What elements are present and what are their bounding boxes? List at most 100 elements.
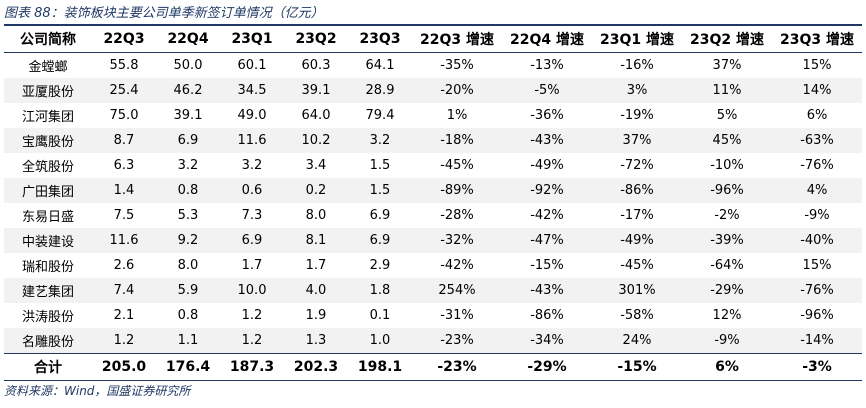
table-row: 中装建设 11.6 9.2 6.9 8.1 6.9 -32% -47% -49% -39% -40%: [4, 228, 862, 253]
value-cell: -17%: [620, 208, 654, 223]
value-cell: 7.5: [113, 208, 135, 223]
value-cell: 11.6: [92, 228, 156, 253]
value-cell: 5.9: [156, 278, 220, 303]
value-cell: 3.2: [348, 128, 412, 153]
header-cell: 23Q3 增速: [772, 24, 862, 53]
value-cell: -13%: [530, 58, 564, 73]
value-cell: 24%: [592, 328, 682, 354]
value-cell: 1.2: [220, 328, 284, 354]
value-cell: -32%: [412, 228, 502, 253]
value-cell: -35%: [440, 58, 474, 73]
value-cell: -49%: [592, 228, 682, 253]
company-cell: 广田集团: [4, 178, 92, 203]
total-cell: -15%: [592, 353, 682, 381]
value-cell: -42%: [440, 258, 474, 273]
value-cell: 75.0: [109, 108, 139, 123]
value-cell: 1.4: [92, 178, 156, 203]
value-cell: -18%: [412, 128, 502, 153]
table-header: 公司简称 22Q3 22Q4 23Q1 23Q2 23Q3 22Q3 增速 22Q4 增速 23…: [4, 24, 862, 53]
header-row: 公司简称 22Q3 22Q4 23Q1 23Q2 23Q3 22Q3 增速 22Q4 增速 23…: [4, 24, 862, 53]
value-cell: 7.4: [92, 278, 156, 303]
value-cell: -92%: [502, 178, 592, 203]
table-row: 宝鹰股份 8.7 6.9 11.6 10.2 3.2 -18% -43% 37% 45% -63%: [4, 128, 862, 153]
value-cell: 49.0: [237, 108, 267, 123]
total-cell: 6%: [682, 353, 772, 381]
total-cell: -29%: [502, 353, 592, 381]
value-cell: -31%: [440, 308, 474, 323]
value-cell: 3%: [592, 78, 682, 103]
value-cell: 5.3: [177, 208, 199, 223]
total-cell: 198.1: [348, 353, 412, 381]
value-cell: 6.9: [220, 228, 284, 253]
value-cell: 34.5: [220, 78, 284, 103]
value-cell: -64%: [710, 258, 744, 273]
value-cell: 1.2: [92, 328, 156, 354]
total-row: 合计 205.0 176.4 187.3 202.3 198.1 -23% -29% -15% 6…: [4, 353, 862, 381]
total-cell: -23%: [412, 353, 502, 381]
table-row: 全筑股份 6.3 3.2 3.2 3.4 1.5 -45% -49% -72% -10% -76%: [4, 153, 862, 178]
header-cell: 23Q1 增速: [592, 24, 682, 53]
total-cell: 205.0: [92, 353, 156, 381]
value-cell: -49%: [530, 158, 564, 173]
value-cell: 37%: [592, 128, 682, 153]
value-cell: 8.7: [92, 128, 156, 153]
company-cell: 宝鹰股份: [4, 128, 92, 153]
value-cell: 301%: [592, 278, 682, 303]
company-cell: 洪涛股份: [21, 310, 74, 325]
value-cell: 37%: [712, 58, 742, 73]
value-cell: 50.0: [173, 58, 203, 73]
company-cell: 名雕股份: [4, 328, 92, 354]
company-cell: 建艺集团: [4, 278, 92, 303]
value-cell: 8.0: [305, 208, 327, 223]
value-cell: 1.1: [156, 328, 220, 354]
value-cell: -63%: [772, 128, 862, 153]
value-cell: 14%: [772, 78, 862, 103]
value-cell: 1.7: [241, 258, 263, 273]
total-cell: 176.4: [156, 353, 220, 381]
value-cell: -86%: [530, 308, 564, 323]
value-cell: -42%: [530, 208, 564, 223]
value-cell: 8.0: [177, 258, 199, 273]
value-cell: 0.8: [156, 178, 220, 203]
company-cell: 亚厦股份: [4, 78, 92, 103]
value-cell: 1%: [446, 108, 468, 123]
value-cell: 10.2: [284, 128, 348, 153]
value-cell: -23%: [412, 328, 502, 354]
header-cell: 公司简称: [4, 24, 92, 53]
value-cell: 7.3: [241, 208, 263, 223]
total-cell: 187.3: [220, 353, 284, 381]
header-cell: 23Q2 增速: [682, 24, 772, 53]
value-cell: -45%: [620, 258, 654, 273]
header-cell: 22Q4: [156, 24, 220, 53]
company-cell: 金螳螂: [28, 60, 68, 75]
value-cell: 12%: [712, 308, 742, 323]
company-cell: 全筑股份: [21, 160, 74, 175]
company-cell: 中装建设: [4, 228, 92, 253]
table-row: 建艺集团 7.4 5.9 10.0 4.0 1.8 254% -43% 301% -29% -76%: [4, 278, 862, 303]
value-cell: 2.6: [113, 258, 135, 273]
table: 公司简称 22Q3 22Q4 23Q1 23Q2 23Q3 22Q3 增速 22Q4 增速 23…: [4, 24, 862, 381]
value-cell: 45%: [682, 128, 772, 153]
value-cell: -96%: [682, 178, 772, 203]
value-cell: -43%: [502, 128, 592, 153]
value-cell: 1.0: [348, 328, 412, 354]
value-cell: 3.2: [177, 158, 199, 173]
value-cell: 60.3: [301, 58, 331, 73]
value-cell: 3.2: [241, 158, 263, 173]
value-cell: -28%: [440, 208, 474, 223]
value-cell: 11.6: [220, 128, 284, 153]
value-cell: -9%: [682, 328, 772, 354]
value-cell: 1.5: [348, 178, 412, 203]
company-cell: 江河集团: [21, 110, 74, 125]
value-cell: 60.1: [237, 58, 267, 73]
value-cell: -2%: [714, 208, 740, 223]
value-cell: 6.9: [369, 208, 391, 223]
value-cell: 1.3: [284, 328, 348, 354]
value-cell: 39.1: [173, 108, 203, 123]
header-cell: 22Q3: [92, 24, 156, 53]
title: 图表 88：装饰板块主要公司单季新签订单情况（亿元）: [4, 6, 324, 21]
value-cell: 6.9: [156, 128, 220, 153]
table-row: 东易日盛 7.5 5.3 7.3 8.0 6.9 -28% -42% -17% -2% -9%: [4, 203, 862, 228]
value-cell: -72%: [620, 158, 654, 173]
